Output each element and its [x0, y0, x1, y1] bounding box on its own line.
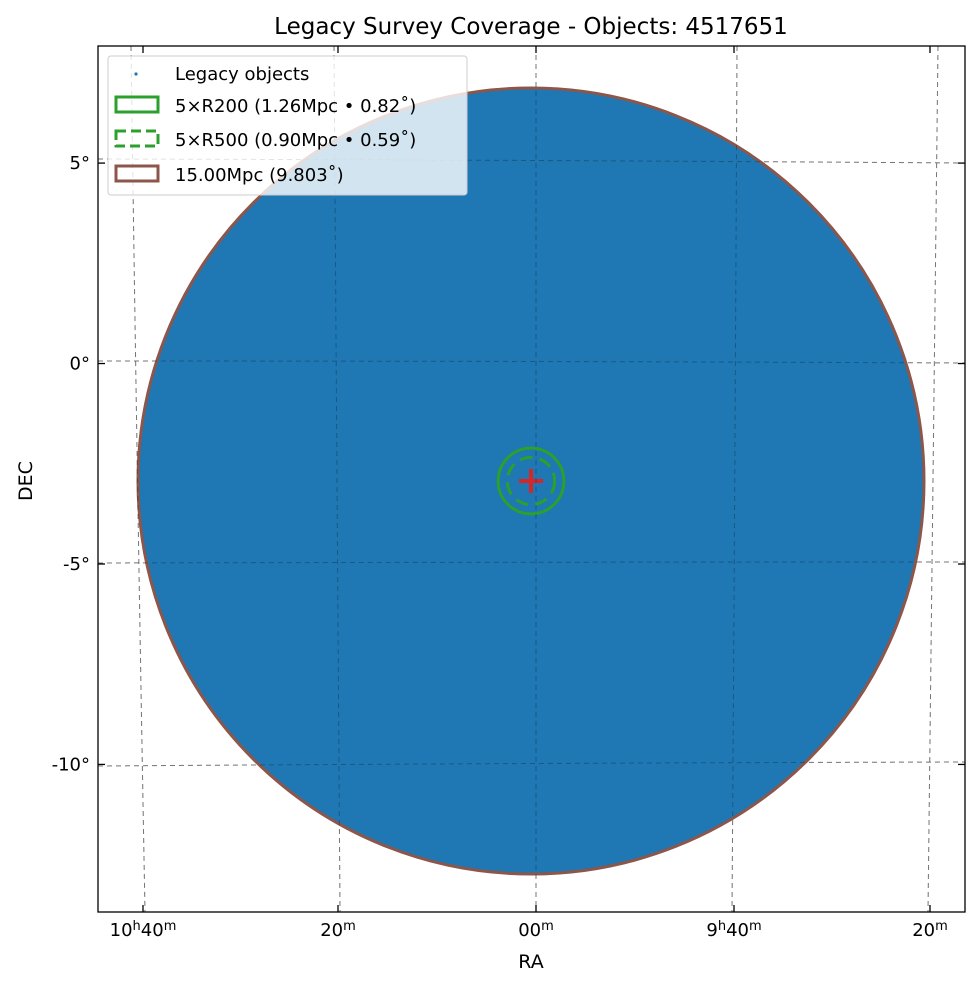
x-tick-label: 20m	[912, 919, 948, 941]
ra-grid-line	[927, 45, 939, 913]
center-marker	[519, 469, 543, 493]
y-tick-label: -10°	[52, 754, 90, 775]
legend-points-marker	[134, 72, 138, 76]
dec-grid-line	[97, 158, 966, 164]
x-tick-label: 00m	[518, 919, 554, 941]
legend-swatch-r500	[114, 129, 160, 148]
dec-grid-line	[97, 561, 966, 564]
legend-box	[107, 55, 468, 196]
y-tick-label: 0°	[70, 354, 90, 375]
ra-grid-line	[333, 45, 341, 913]
y-tick-labels: 5° 0° -5° -10°	[52, 153, 90, 775]
ra-grid-line	[927, 45, 939, 913]
dec-grid-line	[97, 360, 966, 364]
ra-grid-line	[731, 45, 738, 913]
x-tick-label: 9h40m	[706, 919, 761, 941]
data-layer	[136, 86, 926, 876]
ra-grid-line	[130, 45, 146, 913]
legend-swatch-r200	[114, 95, 160, 114]
legend-label-r500: 5×R500 (0.90Mpc • 0.59˚)	[175, 130, 416, 151]
legend: Legacy objects 5×R200 (1.26Mpc • 0.82˚) …	[107, 55, 468, 196]
reference-circle	[136, 86, 926, 876]
y-axis-label: DEC	[15, 461, 37, 501]
legend-swatch-15mpc	[114, 164, 160, 183]
grid-lines-overlay	[97, 45, 966, 913]
axis-ticks	[98, 46, 965, 912]
x-tick-label: 20m	[320, 919, 356, 941]
legend-label-15mpc: 15.00Mpc (9.803˚)	[175, 165, 344, 186]
reference-circle	[496, 446, 566, 516]
legend-label-r200: 5×R200 (1.26Mpc • 0.82˚)	[175, 96, 416, 117]
x-axis-label: RA	[518, 951, 543, 973]
reference-circle	[505, 455, 557, 507]
dec-grid-line	[97, 761, 966, 767]
x-tick-labels: 10h40m 20m 00m 9h40m 20m	[110, 919, 948, 941]
legend-label-objects: Legacy objects	[175, 64, 309, 85]
chart-title: Legacy Survey Coverage - Objects: 451765…	[274, 14, 788, 40]
y-tick-label: 5°	[70, 153, 90, 174]
x-tick-label: 10h40m	[110, 919, 177, 941]
y-tick-label: -5°	[63, 554, 90, 575]
plot-frame	[97, 45, 966, 913]
